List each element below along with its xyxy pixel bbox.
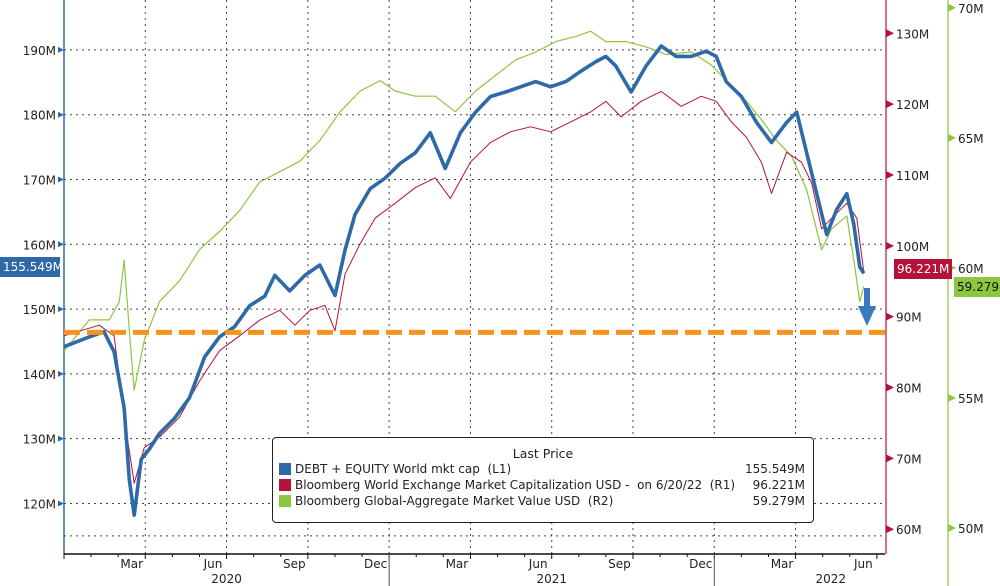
legend-swatch-green: [279, 495, 291, 507]
series-line-r1: [63, 90, 865, 484]
tick-mark-l1: [58, 241, 64, 248]
series-line-r2: [63, 30, 865, 391]
tick-label-r1: 130M: [896, 27, 929, 41]
legend-entry-r1: Bloomberg World Exchange Market Capitali…: [273, 477, 813, 493]
tick-label-month: Mar: [771, 557, 794, 571]
tick-label-l1: 150M: [23, 303, 56, 317]
down-arrow-icon: [858, 288, 876, 326]
tick-label-l1: 170M: [23, 173, 56, 187]
tick-mark-r1: [886, 100, 894, 109]
tick-label-month: Sep: [283, 557, 306, 571]
legend-swatch-red: [279, 479, 291, 491]
tick-mark-r2: [948, 523, 956, 532]
legend-label: Bloomberg Global-Aggregate Market Value …: [295, 494, 614, 508]
tick-mark-r1: [886, 454, 894, 463]
legend: Last Price DEBT + EQUITY World mkt cap (…: [272, 437, 814, 523]
tick-label-r2: 70M: [958, 2, 984, 16]
tick-label-r2: 55M: [958, 392, 984, 406]
tick-label-year: 2021: [536, 572, 567, 586]
tick-mark-r1: [886, 312, 894, 321]
tick-label-month: Dec: [689, 557, 712, 571]
tick-label-r1: 60M: [896, 523, 922, 537]
tick-mark-r2: [948, 133, 956, 142]
tick-label-month: Sep: [608, 557, 631, 571]
tick-label-month: Jun: [528, 557, 548, 571]
legend-label: DEBT + EQUITY World mkt cap (L1): [295, 462, 512, 476]
tick-label-r1: 100M: [896, 240, 929, 254]
tick-label-month: Mar: [120, 557, 143, 571]
tick-label-r2: 65M: [958, 132, 984, 146]
tick-mark-l1: [58, 306, 64, 313]
tick-mark-l1: [58, 46, 64, 53]
tick-mark-r1: [886, 525, 894, 534]
legend-value: 96.221M: [752, 478, 805, 492]
tick-mark-l1: [58, 500, 64, 507]
tick-label-month: Dec: [364, 557, 387, 571]
tick-label-l1: 160M: [23, 238, 56, 252]
tick-mark-r2: [948, 393, 956, 402]
legend-swatch-blue: [279, 463, 291, 475]
tick-label-r1: 120M: [896, 98, 929, 112]
tick-label-r1: 90M: [896, 311, 922, 325]
tick-mark-r1: [886, 241, 894, 250]
legend-entry-l1: DEBT + EQUITY World mkt cap (L1) 155.549…: [273, 461, 813, 477]
tick-label-l1: 120M: [23, 497, 56, 511]
tick-label-r2: 60M: [958, 262, 984, 276]
tick-mark-l1: [58, 176, 64, 183]
tick-label-r1: 110M: [896, 169, 929, 183]
tick-label-r1: 70M: [896, 452, 922, 466]
legend-value: 155.549M: [745, 462, 805, 476]
last-value-badge-l1: 155.549M: [0, 257, 63, 277]
tick-mark-l1: [58, 435, 64, 442]
tick-label-l1: 130M: [23, 433, 56, 447]
tick-label-l1: 180M: [23, 109, 56, 123]
tick-label-r1: 80M: [896, 382, 922, 396]
tick-mark-r1: [886, 170, 894, 179]
legend-value: 59.279M: [752, 494, 805, 508]
last-value-badge-r1: 96.221M: [894, 259, 953, 279]
tick-label-month: Jun: [203, 557, 223, 571]
legend-title: Last Price: [512, 446, 574, 461]
tick-mark-r1: [886, 29, 894, 38]
last-value-badge-r2: 59.279M: [954, 277, 1000, 297]
tick-label-year: 2020: [211, 572, 242, 586]
tick-label-l1: 190M: [23, 44, 56, 58]
tick-mark-l1: [58, 111, 64, 118]
legend-entry-r2: Bloomberg Global-Aggregate Market Value …: [273, 493, 813, 509]
tick-label-l1: 140M: [23, 368, 56, 382]
tick-mark-l1: [58, 370, 64, 377]
tick-label-year: 2022: [816, 572, 847, 586]
tick-label-month: Jun: [853, 557, 873, 571]
tick-label-month: Mar: [446, 557, 469, 571]
tick-mark-r1: [886, 383, 894, 392]
legend-label: Bloomberg World Exchange Market Capitali…: [295, 478, 736, 492]
series-line-l1: [63, 44, 866, 517]
tick-mark-r2: [948, 3, 956, 12]
tick-label-r2: 50M: [958, 522, 984, 536]
